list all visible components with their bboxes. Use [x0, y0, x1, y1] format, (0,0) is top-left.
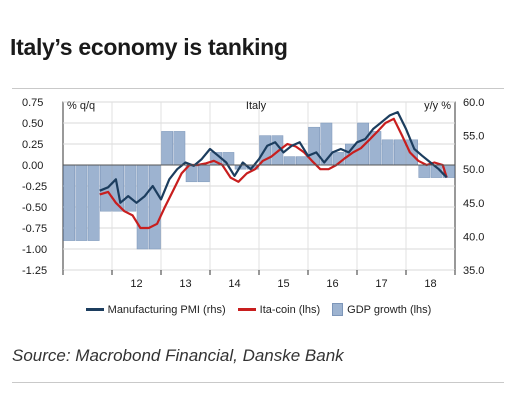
gdp-bar	[149, 164, 161, 250]
left-tick-label: 0.25	[22, 139, 43, 151]
legend-item-itacoin: Ita-coin (lhs)	[237, 303, 321, 316]
gdp-bar	[161, 131, 173, 166]
itacoin-line	[99, 117, 448, 230]
gdp-bar	[222, 152, 235, 166]
right-axis-label: y/y %	[424, 100, 451, 112]
top-rule	[12, 88, 504, 89]
legend-label-itacoin: Ita-coin (lhs)	[259, 303, 321, 316]
legend-label-gdp: GDP growth (lhs)	[347, 303, 432, 316]
bottom-rule	[12, 382, 504, 383]
right-tick-label: 35.0	[463, 265, 484, 277]
x-tick-label: 16	[326, 278, 338, 290]
gdp-bar	[63, 164, 75, 241]
gdp-bar	[75, 164, 88, 241]
left-tick-label: -0.75	[22, 223, 47, 235]
legend: Manufacturing PMI (rhs) Ita-coin (lhs) G…	[0, 303, 517, 316]
x-tick-label: 18	[424, 278, 436, 290]
left-tick-label: -1.25	[22, 265, 47, 277]
grid	[63, 101, 455, 271]
gdp-bar	[418, 164, 431, 178]
legend-label-pmi: Manufacturing PMI (rhs)	[107, 303, 226, 316]
gdp-bar	[173, 131, 186, 166]
x-tick-label: 13	[179, 278, 191, 290]
x-tick-label: 12	[130, 278, 142, 290]
pmi-line	[99, 110, 448, 204]
x-tick-label: 14	[228, 278, 240, 290]
gdp-bar	[357, 122, 369, 166]
gdp-bar	[124, 164, 137, 212]
legend-item-gdp: GDP growth (lhs)	[332, 303, 431, 316]
right-tick-label: 40.0	[463, 231, 484, 243]
series-lines	[99, 110, 448, 230]
italy-chart: 0.75 0.50 0.25 0.00 -0.25 -0.50 -0.75 -1.00 -1.2…	[22, 97, 484, 290]
page-title: Italy’s economy is tanking	[10, 34, 288, 60]
right-tick-label: 60.0	[463, 97, 484, 109]
gdp-bar	[87, 164, 100, 241]
left-tick-label: 0.50	[22, 118, 43, 130]
left-axis-label: % q/q	[67, 100, 95, 112]
left-tick-label: -0.50	[22, 202, 47, 214]
gdp-bar	[394, 139, 406, 166]
left-tick-label: -1.00	[22, 244, 47, 256]
legend-swatch-itacoin	[237, 308, 256, 311]
legend-item-pmi: Manufacturing PMI (rhs)	[85, 303, 226, 316]
legend-swatch-gdp	[332, 303, 344, 316]
legend-swatch-pmi	[85, 308, 104, 311]
left-tick-label: 0.00	[22, 160, 43, 172]
right-tick-label: 50.0	[463, 164, 484, 176]
axes: 0.75 0.50 0.25 0.00 -0.25 -0.50 -0.75 -1.00 -1.2…	[22, 97, 484, 290]
source-note: Source: Macrobond Financial, Danske Bank	[12, 346, 344, 365]
gdp-bar	[381, 139, 394, 166]
x-tick-label: 15	[277, 278, 289, 290]
x-tick-label: 17	[375, 278, 387, 290]
left-tick-label: 0.75	[22, 97, 43, 109]
gdp-bar	[283, 156, 296, 166]
right-tick-label: 55.0	[463, 131, 484, 143]
gdp-bar	[136, 164, 149, 250]
right-tick-label: 45.0	[463, 198, 484, 210]
gdp-bar	[198, 164, 210, 183]
inner-title: Italy	[246, 100, 267, 112]
left-tick-label: -0.25	[22, 181, 47, 193]
gdp-bar	[296, 156, 308, 166]
